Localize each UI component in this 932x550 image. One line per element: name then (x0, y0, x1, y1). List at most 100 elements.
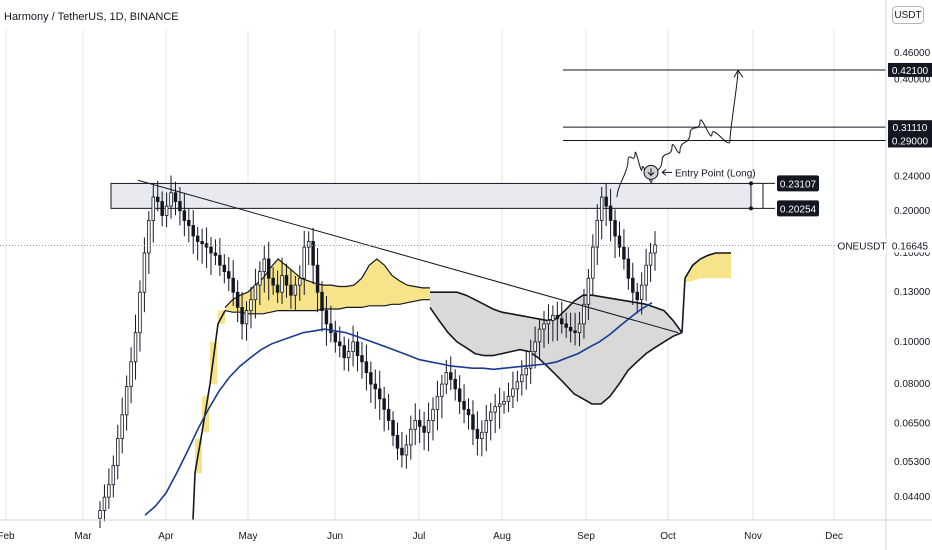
x-tick-label: Feb (0, 531, 15, 542)
y-tick-label: 0.40000 (894, 75, 931, 86)
grid-layer (5, 30, 835, 520)
candle-body (626, 258, 631, 279)
zone-handle (749, 206, 753, 211)
candle-body (475, 428, 480, 439)
candle-body (329, 323, 333, 334)
currency-selector[interactable]: USDT (892, 6, 924, 24)
candle-body (506, 395, 511, 402)
time-axis: Feb Mar Apr May Jun Jul Aug Sep Oct Nov Dec (0, 519, 932, 542)
candle-body (622, 246, 626, 260)
candle-body (346, 351, 351, 359)
candle-body (142, 252, 147, 293)
candle-body (155, 196, 160, 202)
candle-body (244, 310, 249, 325)
y-tick-label: 0.13000 (894, 287, 931, 298)
candle-body (546, 320, 551, 325)
candle-body (262, 258, 267, 272)
y-tick-label: 0.16000 (894, 248, 931, 259)
candle-body (635, 291, 639, 301)
target-label: 0.29000 (892, 136, 929, 147)
x-tick-label: Dec (825, 531, 843, 542)
candle-body (124, 386, 129, 416)
candle-body (528, 351, 533, 369)
supply-zone: 0.23107 0.20254 (110, 175, 819, 217)
candle-body (648, 252, 653, 266)
target-label-bg (888, 62, 932, 77)
candle-body (178, 201, 182, 212)
candle-body (466, 408, 471, 416)
x-tick-label: Nov (744, 531, 762, 542)
y-tick-label: 0.04400 (894, 492, 931, 503)
projection-path: Entry Point (Long) (616, 69, 756, 198)
candle-body (502, 401, 506, 405)
candle-body (471, 414, 475, 430)
candle-body (542, 323, 546, 330)
candle-body (435, 395, 440, 410)
target-label-bg (888, 120, 932, 135)
candle-body (200, 241, 204, 245)
candle-body (613, 220, 617, 237)
candle-body (213, 252, 218, 256)
candle-body (111, 465, 116, 486)
candle-body (306, 241, 311, 248)
candle-body (116, 438, 120, 466)
candle-body (324, 310, 329, 325)
candle-body (453, 379, 457, 390)
candle-body (235, 291, 240, 308)
candle-body (173, 192, 178, 202)
candle-body (382, 398, 386, 410)
x-tick-label: Oct (660, 531, 676, 542)
candle-body (497, 403, 502, 408)
candle-body (449, 372, 453, 380)
chart-title: Harmony / TetherUS, 1D, BINANCE (4, 11, 179, 23)
candle-body (102, 496, 107, 511)
candle-body (338, 341, 342, 347)
target-label: 0.42100 (892, 66, 929, 77)
x-tick-label: Aug (493, 531, 511, 542)
candle-body (266, 258, 271, 279)
candle-body (480, 431, 484, 439)
candle-body (280, 275, 284, 293)
candle-body (413, 420, 417, 430)
candle-body (271, 277, 275, 286)
target-lines: 0.42100 0.31110 0.29000 (563, 62, 932, 148)
kumo-right-step (681, 278, 686, 333)
candle-body (298, 277, 302, 286)
candle-body (231, 277, 235, 293)
candle-body (457, 388, 462, 402)
candle-body (644, 264, 648, 286)
zone-box (110, 182, 752, 209)
ma-line (144, 302, 653, 516)
kumo-right-line (684, 252, 731, 279)
candle-body (187, 220, 191, 226)
candle-body (355, 341, 360, 357)
candle-body (320, 291, 324, 311)
y-tick-label: 0.20000 (894, 206, 931, 217)
candle-body (364, 361, 369, 374)
candle-body (289, 284, 293, 296)
candle-body (98, 510, 102, 519)
target-label: 0.31110 (893, 123, 928, 134)
candle-body (431, 408, 435, 421)
candle-body (524, 367, 528, 376)
entry-pointer-arrow (661, 168, 672, 176)
candle-body (360, 355, 364, 363)
cloud-lower-line (429, 306, 683, 405)
entry-annotation: Entry Point (Long) (675, 168, 756, 179)
candle-body (639, 284, 644, 301)
candle-body (533, 341, 537, 352)
candle-body (253, 284, 258, 301)
candle-body (395, 434, 400, 449)
y-tick-label: 0.06500 (894, 418, 931, 429)
y-tick-label: 0.05300 (894, 457, 931, 468)
x-tick-label: Sep (577, 531, 595, 542)
candle-body (417, 420, 422, 427)
candle-body (342, 345, 346, 359)
kumo-lower-line (224, 299, 430, 315)
candle-body (195, 235, 200, 242)
candle-body (138, 291, 142, 334)
candle-body (555, 315, 560, 320)
candle-body (631, 277, 635, 293)
